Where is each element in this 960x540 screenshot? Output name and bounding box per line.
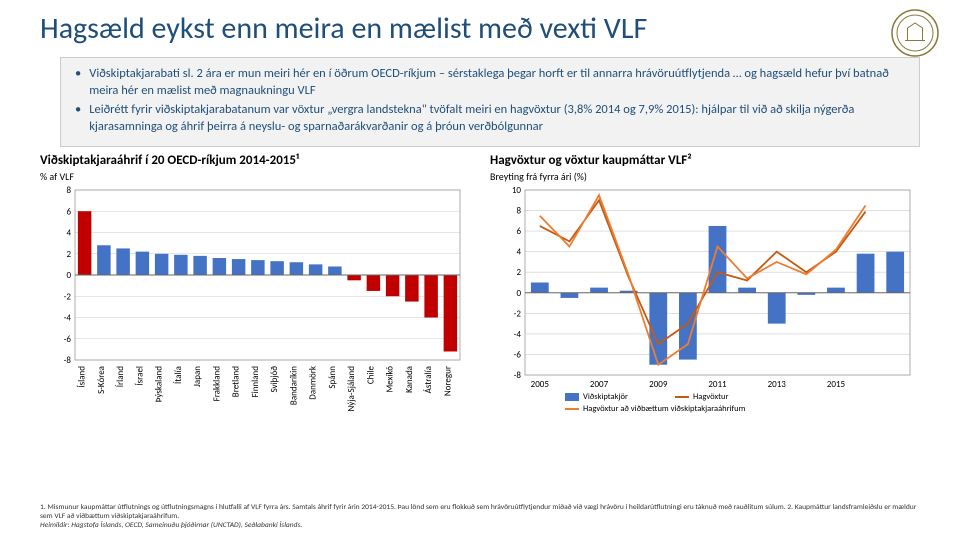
svg-text:Mexíkó: Mexíkó bbox=[385, 365, 396, 392]
svg-text:2005: 2005 bbox=[531, 379, 550, 390]
svg-text:Viðskiptakjör: Viðskiptakjör bbox=[583, 392, 628, 402]
svg-text:Ástralía: Ástralía bbox=[423, 366, 434, 393]
svg-text:-6: -6 bbox=[514, 349, 522, 360]
svg-text:-8: -8 bbox=[64, 355, 72, 366]
svg-text:6: 6 bbox=[516, 226, 521, 237]
svg-text:Írland: Írland bbox=[115, 365, 126, 387]
svg-text:Ísrael: Ísrael bbox=[134, 366, 145, 386]
svg-text:2013: 2013 bbox=[768, 379, 787, 390]
bullet-text: Viðskiptakjarabati sl. 2 ára er mun meir… bbox=[89, 66, 905, 100]
svg-text:2: 2 bbox=[516, 267, 521, 278]
chart-right: Hagvöxtur og vöxtur kaupmáttar VLF² Brey… bbox=[490, 153, 920, 435]
svg-text:2: 2 bbox=[66, 248, 71, 259]
svg-text:2015: 2015 bbox=[827, 379, 846, 390]
svg-text:8: 8 bbox=[66, 185, 71, 196]
svg-text:2007: 2007 bbox=[590, 379, 609, 390]
svg-text:Hagvöxtur: Hagvöxtur bbox=[693, 392, 728, 402]
bullet-text: Leiðrétt fyrir viðskiptakjarabatanum var… bbox=[89, 102, 905, 136]
svg-text:Sviþjóð: Sviþjóð bbox=[269, 365, 280, 392]
svg-text:10: 10 bbox=[512, 185, 522, 196]
svg-text:4: 4 bbox=[66, 227, 71, 238]
chart1-ylabel: % af VLF bbox=[40, 170, 470, 183]
svg-text:Hagvöxtur að viðbættum viðskip: Hagvöxtur að viðbættum viðskiptakjaraáhr… bbox=[583, 404, 746, 414]
footnotes: 1. Mismunur kaupmáttar útflutnings og út… bbox=[40, 503, 920, 530]
svg-text:Frakkland: Frakkland bbox=[211, 365, 222, 401]
svg-text:-8: -8 bbox=[514, 370, 522, 381]
svg-text:4: 4 bbox=[516, 246, 521, 257]
svg-text:Bretland: Bretland bbox=[231, 365, 242, 396]
bullet-dot-icon: • bbox=[75, 102, 81, 136]
svg-text:Nýja-Sjáland: Nýja-Sjáland bbox=[346, 365, 357, 411]
chart1-canvas: -8 -6 -4 -2 0 2 4 6 8 Ísland S-Kórea Írland Ísrael Þý… bbox=[40, 185, 470, 430]
svg-text:Ísland: Ísland bbox=[77, 365, 88, 387]
svg-text:2011: 2011 bbox=[708, 379, 727, 390]
bullet-item: • Leiðrétt fyrir viðskiptakjarabatanum v… bbox=[75, 102, 905, 136]
footnote-1: 1. Mismunur kaupmáttar útflutnings og út… bbox=[40, 503, 920, 521]
svg-text:-2: -2 bbox=[64, 291, 72, 302]
svg-text:-4: -4 bbox=[64, 312, 72, 323]
bullet-dot-icon: • bbox=[75, 66, 81, 100]
svg-text:Finnland: Finnland bbox=[250, 365, 261, 397]
svg-text:Chile: Chile bbox=[365, 365, 376, 384]
svg-text:8: 8 bbox=[516, 205, 521, 216]
svg-text:-2: -2 bbox=[514, 308, 522, 319]
page-title: Hagsæld eykst enn meira en mælist með ve… bbox=[40, 10, 920, 47]
svg-text:Bandaríkin: Bandaríkin bbox=[288, 365, 299, 404]
svg-text:0: 0 bbox=[516, 287, 521, 298]
info-box: • Viðskiptakjarabati sl. 2 ára er mun me… bbox=[60, 57, 920, 147]
svg-text:Noregur: Noregur bbox=[442, 366, 453, 396]
chart2-ylabel: Breyting frá fyrra ári (%) bbox=[490, 170, 920, 183]
footnote-sources: Heimildir: Hagstofa Íslands, OECD, Samei… bbox=[40, 521, 920, 530]
svg-text:-4: -4 bbox=[514, 328, 522, 339]
svg-text:S-Kórea: S-Kórea bbox=[96, 366, 107, 394]
svg-text:Spánn: Spánn bbox=[327, 365, 338, 388]
svg-text:Kanada: Kanada bbox=[404, 366, 415, 393]
svg-text:Danmörk: Danmörk bbox=[308, 366, 319, 400]
svg-text:Ítalía: Ítalía bbox=[173, 366, 184, 384]
svg-text:2009: 2009 bbox=[649, 379, 668, 390]
svg-text:0: 0 bbox=[66, 270, 71, 281]
chart2-title: Hagvöxtur og vöxtur kaupmáttar VLF² bbox=[490, 153, 920, 168]
svg-text:Þýskaland: Þýskaland bbox=[154, 365, 165, 402]
sedlabanki-logo-icon bbox=[890, 8, 940, 58]
chart-left: Viðskiptakjaraáhrif í 20 OECD-ríkjum 201… bbox=[40, 153, 470, 435]
svg-text:-6: -6 bbox=[64, 333, 72, 344]
svg-text:6: 6 bbox=[66, 206, 71, 217]
chart2-canvas: -8 -6 -4 -2 0 2 4 6 8 10 2005 2007 2009 2011 2013 2015 V… bbox=[490, 185, 920, 430]
svg-text:Japan: Japan bbox=[192, 365, 203, 386]
bullet-item: • Viðskiptakjarabati sl. 2 ára er mun me… bbox=[75, 66, 905, 100]
chart1-title: Viðskiptakjaraáhrif í 20 OECD-ríkjum 201… bbox=[40, 153, 470, 168]
